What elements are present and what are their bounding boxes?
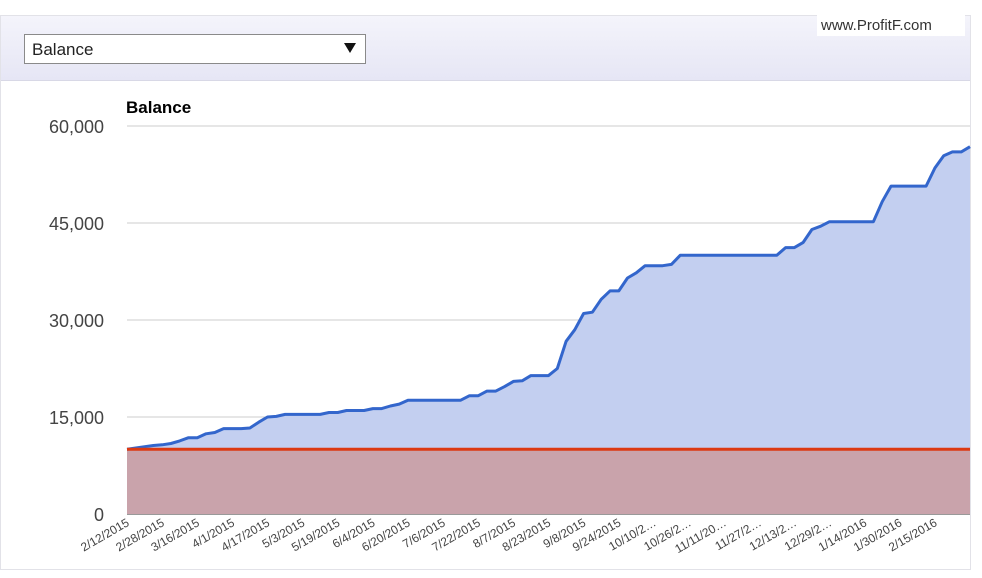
y-tick-label: 60,000 — [49, 117, 104, 137]
line — [126, 145, 971, 451]
dropdown-arrow[interactable] — [344, 43, 356, 53]
y-tick-label: 30,000 — [49, 311, 104, 331]
watermark: www.ProfitF.com — [820, 17, 932, 34]
y-tick-label: 45,000 — [49, 214, 104, 234]
dropdown-box[interactable] — [24, 34, 366, 64]
y-tick-label: 15,000 — [49, 408, 104, 428]
y-tick-label: 0 — [94, 505, 104, 525]
dropdown-label[interactable]: Balance — [32, 40, 93, 59]
area — [127, 449, 970, 514]
chart-title: Balance — [126, 98, 191, 117]
dropdown[interactable]: Balance — [24, 34, 366, 64]
area — [127, 146, 970, 514]
watermark-bg — [817, 14, 965, 36]
